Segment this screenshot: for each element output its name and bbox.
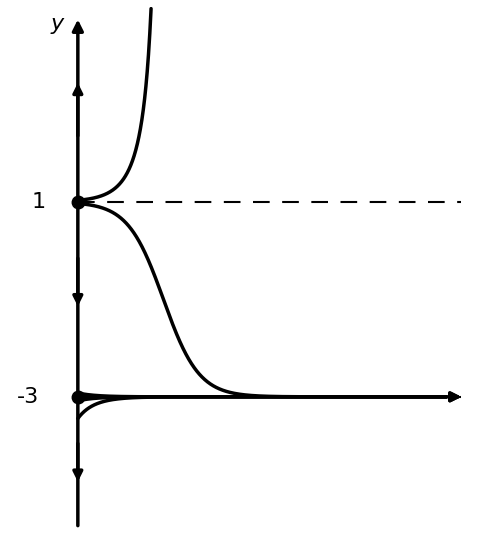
- Text: -3: -3: [17, 387, 39, 407]
- Text: $y$: $y$: [50, 16, 66, 36]
- Text: 1: 1: [32, 192, 46, 212]
